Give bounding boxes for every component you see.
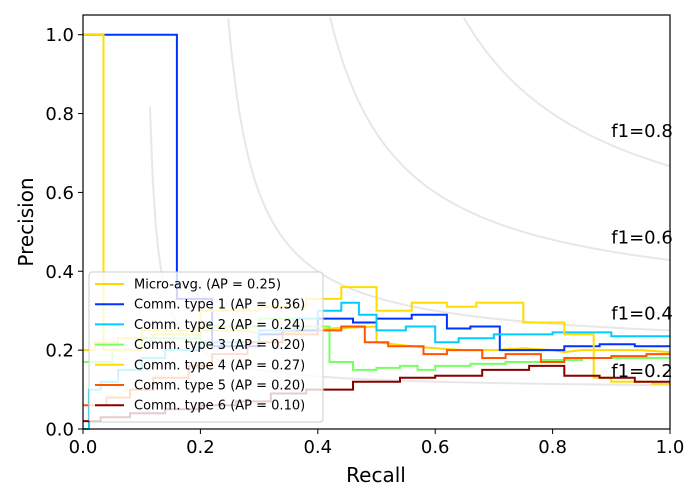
iso-f1-label: f1=0.4 <box>611 304 673 325</box>
x-tick-label: 0.2 <box>186 437 215 458</box>
x-axis-label: Recall <box>346 463 406 487</box>
iso-f1-curve <box>462 16 671 168</box>
x-axis-ticks: 0.0 0.2 0.4 0.6 0.8 1.0 <box>69 429 685 458</box>
y-tick-label: 0.6 <box>45 183 74 204</box>
iso-f1-curve <box>227 18 671 332</box>
legend-entry: Comm. type 5 (AP = 0.20) <box>134 379 305 394</box>
legend: Micro-avg. (AP = 0.25) Comm. type 1 (AP =… <box>88 271 324 423</box>
iso-f1-label: f1=0.8 <box>611 121 673 142</box>
iso-f1-label: f1=0.2 <box>611 361 673 382</box>
x-tick-label: 1.0 <box>656 437 685 458</box>
y-axis-label: Precision <box>14 177 38 266</box>
y-tick-label: 0.0 <box>45 420 74 441</box>
legend-entry: Micro-avg. (AP = 0.25) <box>134 278 281 293</box>
legend-entry: Comm. type 3 (AP = 0.20) <box>134 338 305 353</box>
x-tick-label: 0.6 <box>421 437 450 458</box>
legend-entry: Comm. type 2 (AP = 0.24) <box>134 318 305 333</box>
plot-frame <box>82 14 671 430</box>
legend-entry: Comm. type 4 (AP = 0.27) <box>134 358 305 373</box>
legend-entry: Comm. type 6 (AP = 0.10) <box>134 399 305 414</box>
x-tick-label: 0.0 <box>69 437 98 458</box>
iso-f1-label: f1=0.6 <box>611 228 673 249</box>
y-tick-label: 0.8 <box>45 104 74 125</box>
y-tick-label: 0.2 <box>45 341 74 362</box>
y-axis-ticks: 0.0 0.2 0.4 0.6 0.8 1.0 <box>45 25 83 441</box>
y-tick-label: 0.4 <box>45 262 74 283</box>
x-tick-label: 0.8 <box>538 437 567 458</box>
iso-f1-curve <box>329 16 671 261</box>
legend-entry: Comm. type 1 (AP = 0.36) <box>134 298 305 313</box>
iso-f1-labels: f1=0.2 f1=0.4 f1=0.6 f1=0.8 <box>611 121 673 382</box>
y-tick-label: 1.0 <box>45 25 74 46</box>
x-tick-label: 0.4 <box>303 437 332 458</box>
legend-frame <box>88 271 324 423</box>
